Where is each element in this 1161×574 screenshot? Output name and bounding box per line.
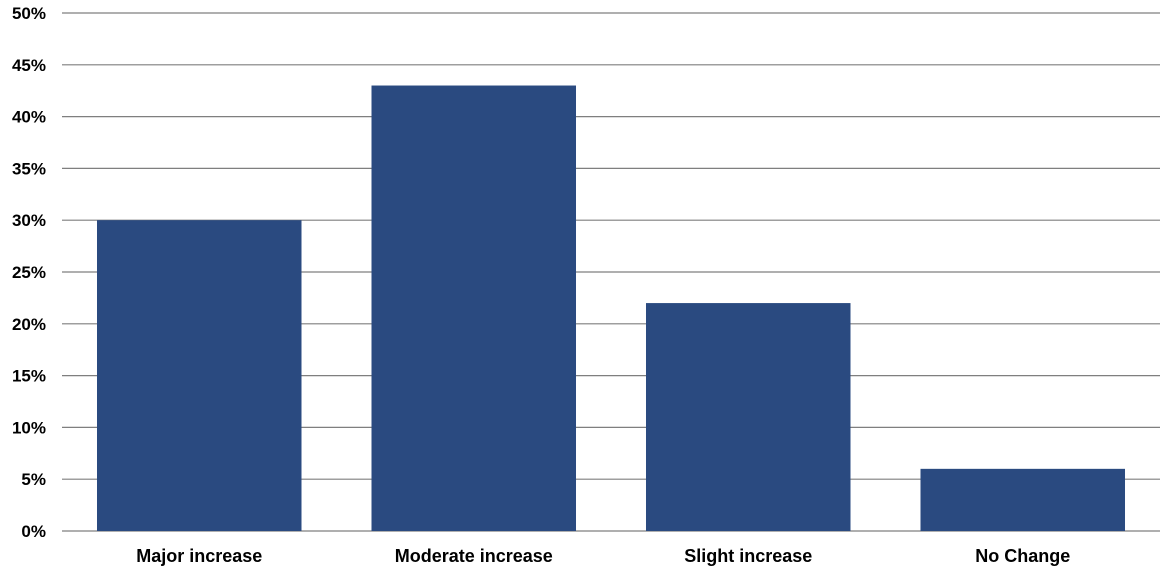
- bar-no-change: [920, 468, 1126, 531]
- y-tick-label: 0%: [21, 522, 46, 541]
- bar-major-increase: [96, 220, 302, 531]
- x-tick-label: No Change: [975, 546, 1070, 566]
- y-tick-label: 30%: [12, 211, 46, 230]
- x-tick-label: Major increase: [136, 546, 262, 566]
- y-tick-label: 10%: [12, 418, 46, 437]
- y-tick-label: 45%: [12, 56, 46, 75]
- bar-moderate-increase: [371, 85, 577, 532]
- y-tick-label: 40%: [12, 108, 46, 127]
- y-tick-label: 15%: [12, 367, 46, 386]
- y-tick-label: 25%: [12, 263, 46, 282]
- bar-slight-increase: [645, 303, 851, 531]
- bars: [96, 85, 1126, 532]
- x-tick-label: Slight increase: [684, 546, 812, 566]
- x-axis-tick-labels: Major increase Moderate increase Slight in…: [136, 546, 1070, 566]
- y-tick-label: 35%: [12, 159, 46, 178]
- y-tick-label: 5%: [21, 470, 46, 489]
- y-axis-tick-labels: 0% 5% 10% 15% 20% 25% 30% 35% 40% 45% 50%: [12, 4, 46, 541]
- y-tick-label: 20%: [12, 315, 46, 334]
- y-tick-label: 50%: [12, 4, 46, 23]
- x-tick-label: Moderate increase: [395, 546, 553, 566]
